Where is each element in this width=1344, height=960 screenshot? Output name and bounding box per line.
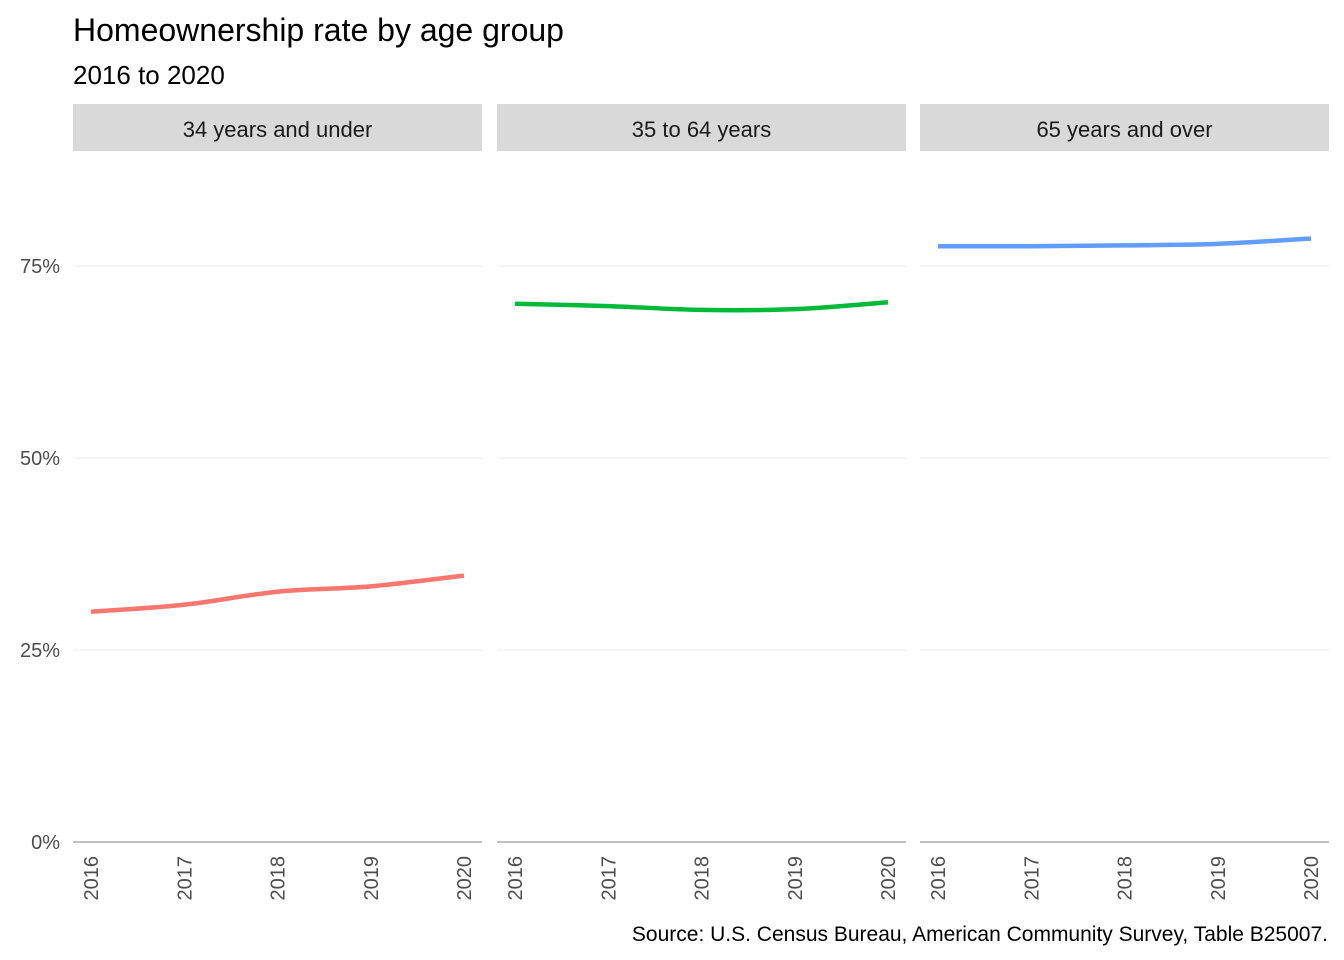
x-tick-label: 2018 (692, 856, 714, 901)
series-line (937, 236, 1312, 249)
x-tick-label: 2020 (1301, 856, 1323, 901)
facet-panel: 34 years and under 2016 2017 2018 2019 2020 (73, 104, 482, 901)
chart-title: Homeownership rate by age group (73, 12, 564, 48)
x-tick-label: 2020 (878, 856, 900, 901)
x-tick-label: 2018 (268, 856, 290, 901)
x-tick-label: 2017 (174, 856, 196, 901)
x-tick-label: 2016 (81, 856, 103, 901)
x-tick-label: 2020 (454, 856, 476, 901)
facet-strip-label: 65 years and over (1036, 117, 1212, 142)
y-axis: 0% 25% 50% 75% (20, 256, 60, 854)
series-line (514, 300, 889, 313)
facet-panel: 35 to 64 years 2016 2017 2018 2019 2020 (497, 104, 906, 901)
y-tick-label: 75% (20, 256, 60, 278)
facet-panel: 65 years and over 2016 2017 2018 2019 2020 (920, 104, 1329, 901)
y-tick-label: 25% (20, 640, 60, 662)
facet-strip-label: 34 years and under (183, 117, 373, 142)
x-tick-label: 2016 (505, 856, 527, 901)
chart-caption: Source: U.S. Census Bureau, American Com… (632, 923, 1328, 946)
x-tick-label: 2016 (928, 856, 950, 901)
facet-strip (920, 104, 1329, 151)
series-line (90, 573, 465, 614)
x-tick-label: 2018 (1115, 856, 1137, 901)
x-tick-label: 2017 (1021, 856, 1043, 901)
facet-strip (73, 104, 482, 151)
chart-subtitle: 2016 to 2020 (73, 60, 225, 90)
facet-strip (497, 104, 906, 151)
x-tick-label: 2019 (1208, 856, 1230, 901)
y-tick-label: 50% (20, 448, 60, 470)
facet-strip-label: 35 to 64 years (632, 117, 771, 142)
x-tick-label: 2019 (785, 856, 807, 901)
x-tick-label: 2017 (598, 856, 620, 901)
x-tick-label: 2019 (361, 856, 383, 901)
y-tick-label: 0% (31, 832, 60, 854)
